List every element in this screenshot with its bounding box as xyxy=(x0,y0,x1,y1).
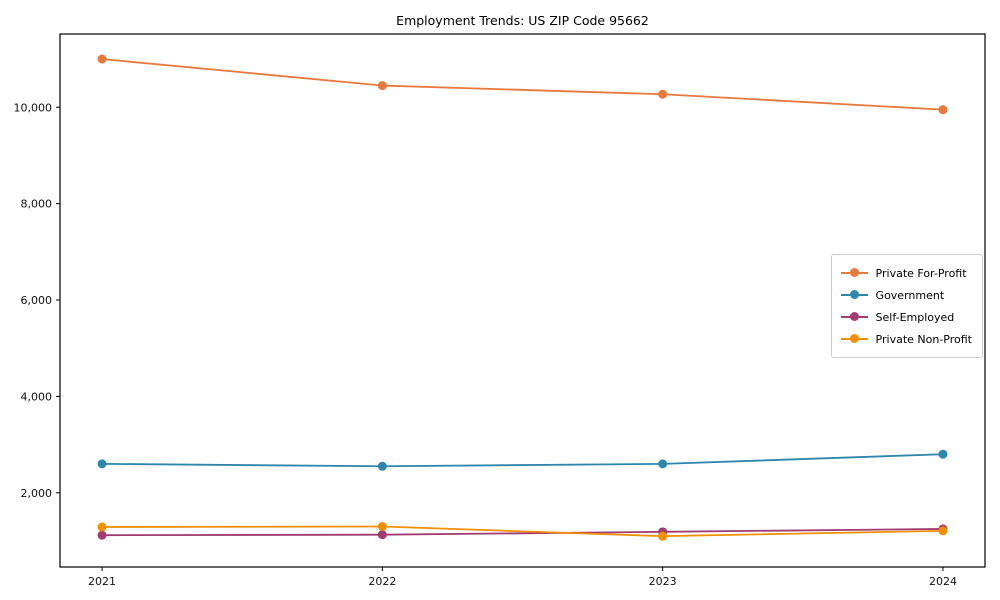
series-marker-private-non-profit xyxy=(97,522,107,532)
y-tick-label: 10,000 xyxy=(14,101,53,114)
series-line-self-employed xyxy=(102,528,943,537)
legend-label: Private For-Profit xyxy=(875,266,967,280)
series-marker-private-non-profit xyxy=(377,522,387,532)
series-marker-government xyxy=(658,459,668,469)
y-tick-label: 2,000 xyxy=(21,487,53,500)
x-tick-label: 2023 xyxy=(649,575,677,588)
series-marker-private-for-profit xyxy=(658,89,668,99)
series-marker-self-employed xyxy=(97,530,107,540)
x-tick-label: 2021 xyxy=(88,575,116,588)
legend: Private For-Profit Government Self-Employe… xyxy=(830,254,983,358)
legend-item-government: Government xyxy=(840,284,972,306)
legend-label: Self-Employed xyxy=(875,310,955,324)
legend-marker-icon xyxy=(840,268,868,278)
series-marker-government xyxy=(97,459,107,469)
legend-label: Private Non-Profit xyxy=(875,332,972,346)
legend-item-private-non-profit: Private Non-Profit xyxy=(840,328,972,350)
series-marker-private-non-profit xyxy=(938,526,948,536)
series-line-government xyxy=(102,453,943,468)
legend-item-self-employed: Self-Employed xyxy=(840,306,972,328)
y-tick-label: 4,000 xyxy=(21,390,53,403)
series-marker-self-employed xyxy=(377,530,387,540)
series-marker-government xyxy=(377,461,387,471)
legend-item-private-for-profit: Private For-Profit xyxy=(840,262,972,284)
x-tick-label: 2022 xyxy=(368,575,396,588)
legend-marker-icon xyxy=(840,312,868,322)
legend-label: Government xyxy=(875,288,945,302)
series-marker-private-for-profit xyxy=(377,81,387,91)
series-marker-government xyxy=(938,449,948,459)
y-tick-label: 8,000 xyxy=(21,198,53,211)
legend-marker-icon xyxy=(840,334,868,344)
series-line-private-non-profit xyxy=(102,525,943,538)
y-tick-label: 6,000 xyxy=(21,294,53,307)
series-marker-private-for-profit xyxy=(938,105,948,115)
legend-marker-icon xyxy=(840,290,868,300)
series-marker-private-non-profit xyxy=(658,531,668,541)
series-marker-private-for-profit xyxy=(97,54,107,64)
x-tick-label: 2024 xyxy=(929,575,957,588)
series-line-private-for-profit xyxy=(101,58,944,111)
chart-title: Employment Trends: US ZIP Code 95662 xyxy=(396,13,649,28)
